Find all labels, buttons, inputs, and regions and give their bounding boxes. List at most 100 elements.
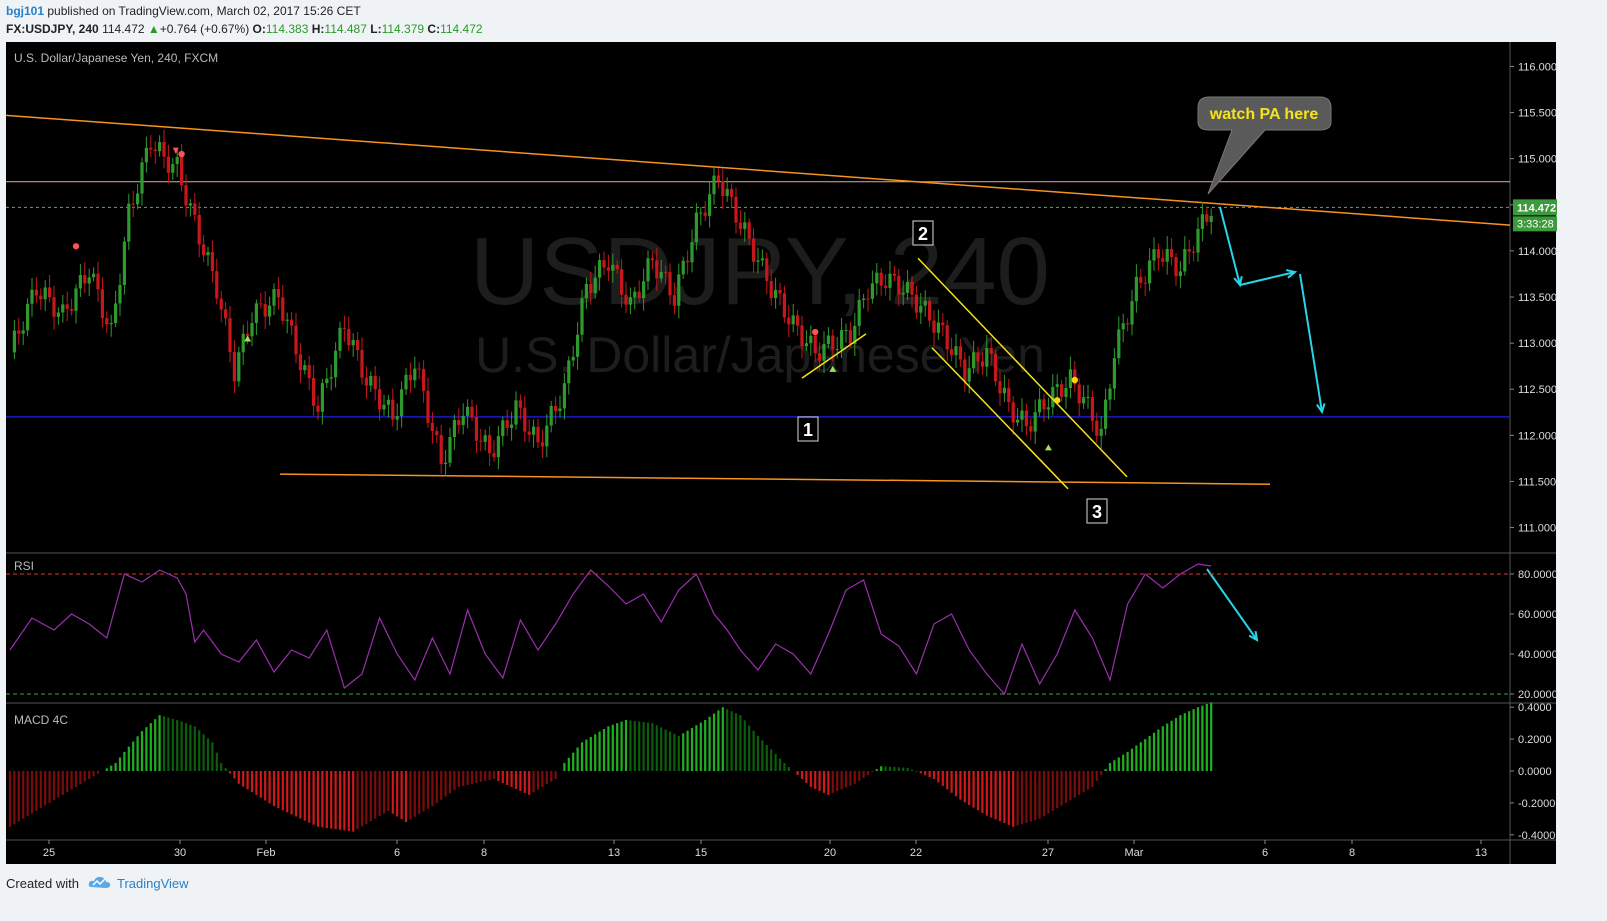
candle: [800, 325, 804, 347]
candle: [950, 349, 954, 356]
candle: [268, 305, 272, 317]
candle: [329, 377, 333, 379]
candle: [338, 327, 342, 351]
footer: Created with TradingView: [0, 868, 1607, 921]
macd-tick-label: -0.4000: [1518, 830, 1555, 842]
countdown-text: 3:33:28: [1517, 218, 1554, 230]
candle: [945, 325, 949, 350]
buy-signal-triangle: [244, 335, 252, 342]
macd-tick-label: -0.2000: [1518, 798, 1555, 810]
candle: [624, 294, 628, 305]
candle: [422, 369, 426, 391]
wave-label-3: 3: [1086, 498, 1108, 524]
candle: [1095, 420, 1099, 436]
lower-trendline: [279, 473, 1271, 485]
candle: [782, 293, 786, 318]
candle: [725, 188, 729, 196]
candle: [391, 399, 395, 420]
candle: [914, 294, 918, 313]
candle: [567, 360, 571, 384]
candle: [549, 406, 553, 426]
candle: [74, 288, 78, 311]
candle: [356, 340, 360, 351]
candle: [188, 203, 192, 206]
signal-dot: [1054, 397, 1061, 404]
candle: [250, 322, 254, 337]
close-label: C:: [427, 22, 441, 36]
candle: [166, 156, 170, 173]
candle: [584, 283, 588, 299]
time-tick-label: Mar: [1125, 847, 1144, 859]
time-tick-label: 13: [1475, 847, 1487, 859]
candle: [928, 300, 932, 321]
candle: [532, 426, 536, 435]
candle: [83, 274, 87, 284]
candle: [320, 383, 324, 412]
candle: [1205, 214, 1209, 222]
candle: [1082, 397, 1086, 404]
candle: [360, 350, 364, 378]
author-link[interactable]: bgj101: [6, 4, 45, 18]
last-price: 114.472: [102, 22, 145, 36]
candle: [426, 390, 430, 423]
rsi-panel: RSI 80.0000 60.0000 40.0000 20.0000: [6, 559, 1558, 701]
macd-panel: MACD 4C 0.4000 0.2000 0.0000 -0.2000 -0.4000: [8, 702, 1555, 842]
candle: [602, 260, 606, 268]
close-value: 114.472: [440, 22, 483, 36]
svg-text:2: 2: [918, 224, 928, 244]
time-tick-label: 15: [695, 847, 707, 859]
candle: [598, 260, 602, 278]
candle: [518, 400, 522, 408]
candle: [1196, 228, 1200, 253]
candle: [998, 381, 1002, 394]
candle: [312, 378, 316, 406]
candle: [756, 260, 760, 262]
candle: [523, 407, 527, 432]
rsi-tick-label: 60.0000: [1518, 609, 1558, 621]
candle: [888, 273, 892, 288]
candle: [378, 389, 382, 410]
candle: [1143, 282, 1147, 284]
candle: [483, 435, 487, 442]
candle: [963, 359, 967, 382]
tradingview-link[interactable]: TradingView: [117, 876, 189, 891]
candle: [703, 212, 707, 216]
candle: [892, 273, 896, 276]
candle: [862, 298, 866, 300]
candle: [818, 353, 822, 361]
candle: [637, 291, 641, 299]
rsi-projection-arrow: [1206, 568, 1259, 642]
buy-signal-triangle: [829, 365, 837, 372]
rsi-tick-label: 20.0000: [1518, 689, 1558, 701]
header-bar: bgj101 published on TradingView.com, Mar…: [0, 0, 1607, 42]
candle: [668, 272, 672, 296]
candle: [290, 319, 294, 326]
candle: [932, 320, 936, 333]
macd-tick-label: 0.4000: [1518, 702, 1552, 714]
candle: [404, 374, 408, 390]
candle: [224, 309, 228, 319]
rsi-tick-label: 40.0000: [1518, 649, 1558, 661]
candle: [558, 408, 562, 412]
candle: [804, 343, 808, 347]
candle: [1121, 323, 1125, 330]
candle: [958, 346, 962, 360]
candle: [1064, 388, 1068, 397]
watermark-symbol: USDJPY, 240: [470, 218, 1050, 325]
candle: [285, 319, 289, 321]
candle: [1178, 271, 1182, 277]
macd-title: MACD 4C: [14, 713, 68, 727]
candle: [738, 222, 742, 229]
candle: [118, 284, 122, 304]
candle: [716, 175, 720, 182]
descending-trendline: [5, 114, 1511, 226]
candle: [1104, 399, 1108, 429]
annotations: 1 2 3 watch PA here: [72, 96, 1332, 642]
signal-dot: [1071, 376, 1079, 384]
candle: [408, 374, 412, 381]
candle: [56, 312, 60, 317]
candle: [976, 352, 980, 362]
candle: [30, 289, 34, 304]
